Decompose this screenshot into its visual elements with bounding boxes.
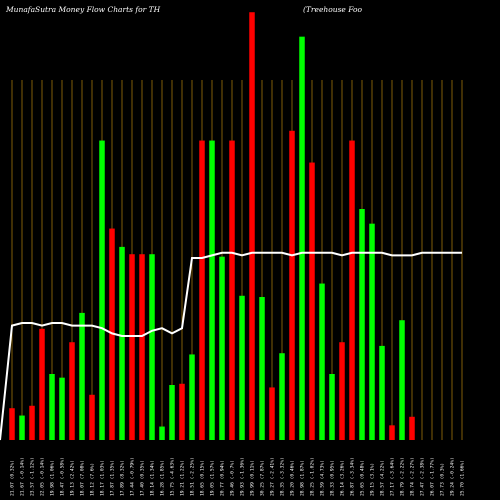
x-tick-label: 18.47 (-0.58%): [60, 457, 66, 496]
x-tick-label: 18.17 (1.03%): [100, 460, 106, 496]
x-tick-label: 25.70 (1.66%): [460, 460, 466, 496]
x-tick-label: 18.14 (1.34%): [150, 460, 156, 496]
money-flow-bar: [369, 223, 375, 440]
x-tick-label: 29.15 (3.1%): [370, 463, 376, 496]
chart-title: MunafaSutra Money Flow Charts for TH: [5, 5, 161, 14]
x-tick-label: 18.65 (0.15%): [200, 460, 206, 496]
money-flow-bar: [139, 254, 145, 440]
x-tick-label: 29.24 (-0.24%): [450, 457, 456, 496]
x-tick-label: 28.98 (1.87%): [300, 460, 306, 496]
x-tick-label: 19.21 (1.22%): [180, 460, 186, 496]
money-flow-bar: [269, 387, 275, 440]
x-tick-label: 18.07 (7.08%): [80, 460, 86, 496]
money-flow-bar: [259, 297, 265, 440]
money-flow-bar: [339, 342, 345, 440]
x-tick-label: 17.87 (1.35%): [110, 460, 116, 496]
x-tick-label: 22.05 (-0.14%): [40, 457, 46, 496]
money-flow-bar: [389, 425, 395, 440]
money-flow-bar: [359, 209, 365, 440]
money-flow-bar: [149, 254, 155, 440]
chart-title-company: (Treehouse Foo: [303, 5, 363, 14]
x-tick-label: 19.13 (2.42%): [70, 460, 76, 496]
money-flow-bar: [129, 254, 135, 440]
money-flow-bar: [409, 416, 415, 440]
money-flow-bar: [249, 12, 255, 440]
x-tick-label: 29.46 (-0.7%): [230, 460, 236, 496]
x-tick-label: 15.75 (-4.63%): [170, 457, 176, 496]
x-tick-label: 26.07 (-1.77%): [430, 457, 436, 496]
x-tick-label: 28.74 (-2.27%): [410, 457, 416, 496]
money-flow-bar: [199, 140, 205, 441]
money-flow-bars: [9, 12, 415, 441]
x-tick-label: 28.79 (-2.22%): [400, 457, 406, 496]
money-flow-bar: [59, 377, 65, 440]
money-flow-bar: [29, 405, 35, 440]
x-tick-label: 23.57 (-1.12%): [30, 457, 36, 496]
money-flow-bar: [49, 374, 55, 440]
x-tick-label: 26.14 (3.26%): [340, 460, 346, 496]
x-tick-label: 19.98 (1.06%): [50, 460, 56, 496]
money-flow-bar: [399, 320, 405, 440]
x-tick-label: 17.89 (8.32%): [120, 460, 126, 496]
price-line: [0, 251, 462, 441]
x-tick-label: 29.27 (-2.41%): [270, 457, 276, 496]
x-tick-label: 28.25 (-1.02%): [310, 457, 316, 496]
money-flow-bar: [179, 383, 185, 440]
money-flow-bar: [79, 312, 85, 440]
x-tick-label: 25.65 (0.48%): [360, 460, 366, 496]
x-tick-label: 27.47 (-2.38%): [420, 457, 426, 496]
x-tick-label: 21.07 (0.32%): [10, 460, 16, 496]
x-tick-label: 28.57 (4.22%): [380, 460, 386, 496]
money-flow-bar: [319, 283, 325, 440]
x-tick-label: 18.12 (7.6%): [90, 463, 96, 496]
x-tick-labels: 21.07 (0.32%) 21.67 (-0.14%) 23.57 (-1.12%…: [10, 457, 466, 496]
x-tick-label: 17.44 (-0.79%): [130, 457, 136, 496]
money-flow-bar: [239, 295, 245, 440]
money-flow-bar: [299, 36, 305, 441]
x-tick-label: 16.28 (1.85%): [160, 460, 166, 496]
money-flow-bar: [89, 394, 95, 440]
money-flow-bar: [9, 408, 15, 440]
x-tick-label: 29.20 (0.46%): [290, 460, 296, 496]
money-flow-bar: [309, 162, 315, 441]
money-flow-bar: [99, 140, 105, 441]
money-flow-bar: [159, 426, 165, 440]
money-flow-bar: [329, 374, 335, 440]
x-tick-label: 27.73 (0.3%): [440, 463, 446, 496]
money-flow-bar: [279, 353, 285, 440]
x-tick-label: 17.40 (0.35%): [140, 460, 146, 496]
x-tick-label: 28.35 (-3.32%): [280, 457, 286, 496]
money-flow-bar: [39, 328, 45, 440]
money-flow-bar: [209, 140, 215, 441]
money-flow-bar: [219, 256, 225, 440]
money-flow-bar: [119, 246, 125, 440]
x-tick-label: 27.17 (-3.64%): [390, 457, 396, 496]
money-flow-bar: [349, 140, 355, 441]
money-flow-bar: [189, 354, 195, 440]
x-tick-label: 29.93 (-1.36%): [240, 457, 246, 496]
money-flow-bar: [229, 140, 235, 441]
money-flow-bar: [169, 385, 175, 440]
x-tick-label: 29.99 (0.11%): [250, 460, 256, 496]
x-tick-label: 21.67 (-0.14%): [20, 457, 26, 496]
x-tick-label: 26.87 (-3.34%): [350, 457, 356, 496]
money-flow-bar: [69, 342, 75, 440]
x-tick-label: 30.25 (7.87%): [260, 460, 266, 496]
money-flow-bar: [289, 130, 295, 440]
x-tick-label: 18.51 (-2.25%): [190, 457, 196, 496]
x-tick-label: 28.59 (4.73%): [320, 460, 326, 496]
money-flow-bar: [379, 345, 385, 440]
x-tick-label: 20.77 (0.94%): [220, 460, 226, 496]
x-tick-label: 19.05 (1.57%): [210, 460, 216, 496]
money-flow-bar: [19, 415, 25, 440]
x-tick-label: 28.33 (0.95%): [330, 460, 336, 496]
